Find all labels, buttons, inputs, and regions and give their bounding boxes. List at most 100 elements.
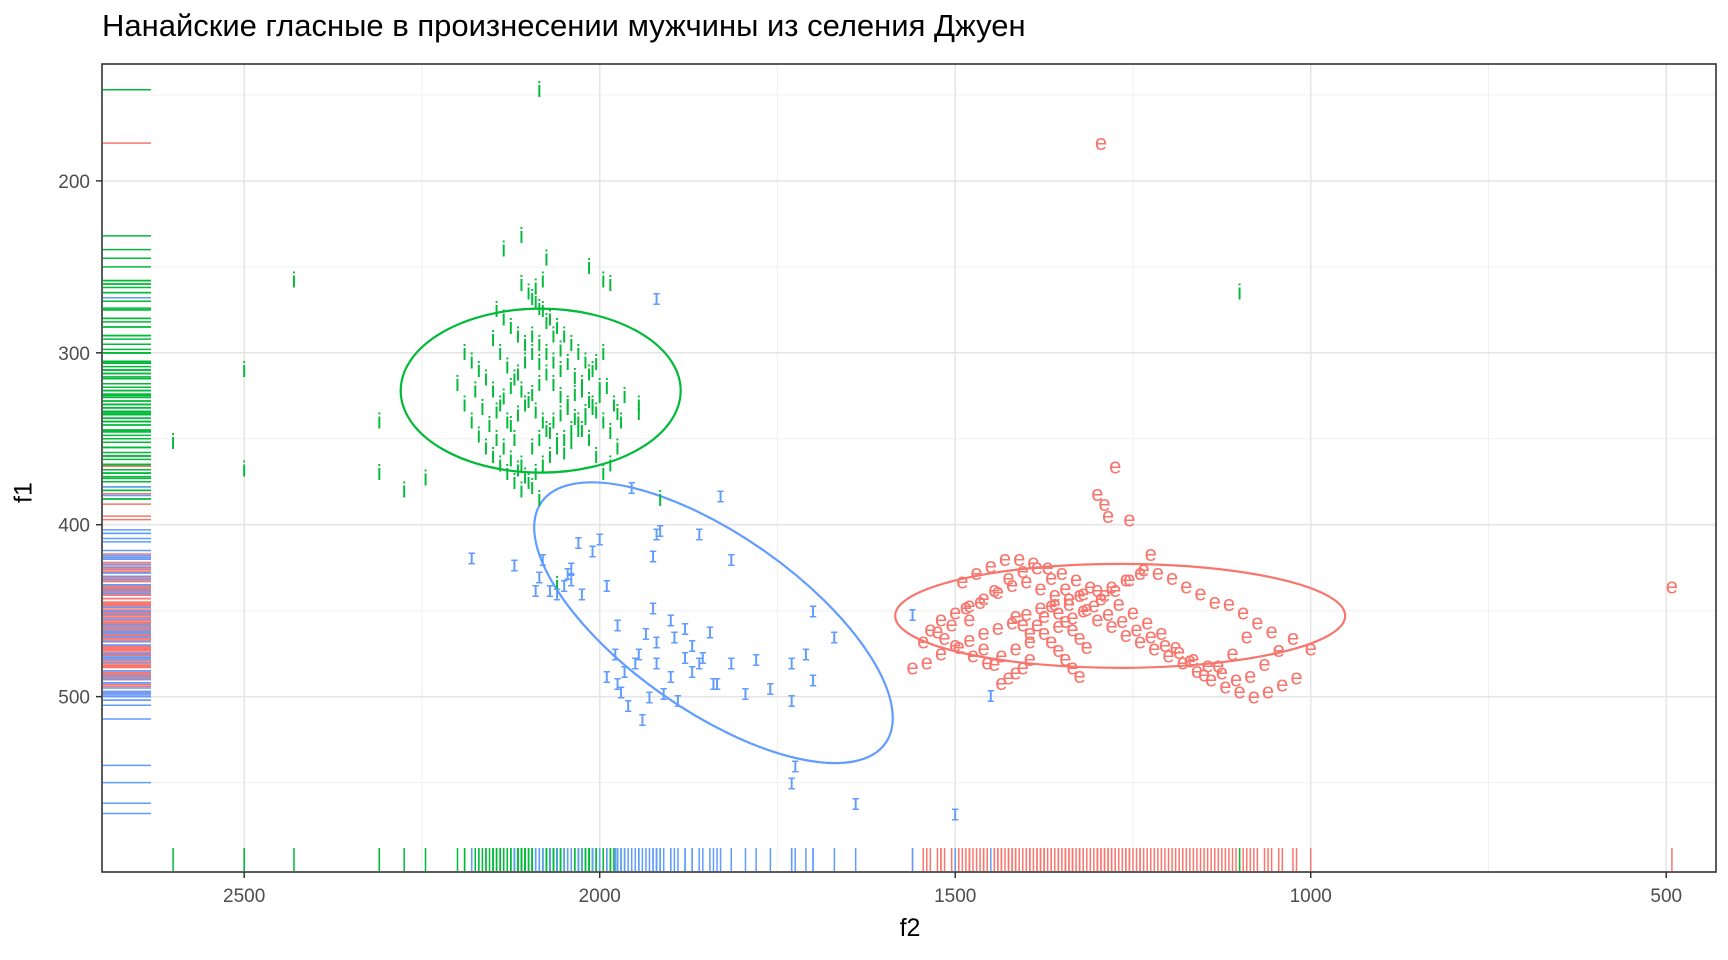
point-e: e	[1010, 636, 1022, 661]
x-axis-title: f2	[899, 914, 921, 942]
point-i: i	[501, 305, 506, 330]
point-ɪ: ɪ	[752, 646, 760, 671]
point-e: e	[1024, 629, 1036, 654]
point-i: i	[484, 434, 489, 459]
point-i: i	[533, 288, 538, 313]
point-i: i	[587, 426, 592, 451]
point-i: i	[530, 434, 535, 459]
point-ɪ: ɪ	[699, 644, 707, 669]
point-ɪ: ɪ	[717, 483, 725, 508]
point-i: i	[565, 391, 570, 416]
point-i: i	[562, 323, 567, 348]
point-e: e	[1212, 653, 1224, 678]
point-i: i	[555, 572, 560, 597]
point-e: e	[1166, 565, 1178, 590]
point-ɪ: ɪ	[688, 658, 696, 683]
point-e: e	[978, 620, 990, 645]
point-i: i	[1237, 280, 1242, 305]
point-e: e	[1052, 599, 1064, 624]
point-e: e	[1233, 678, 1245, 703]
point-ɪ: ɪ	[635, 641, 643, 666]
point-i: i	[508, 374, 513, 399]
point-e: e	[970, 560, 982, 585]
point-i: i	[487, 412, 492, 437]
point-i: i	[462, 391, 467, 416]
point-i: i	[569, 331, 574, 356]
point-ɪ: ɪ	[617, 678, 625, 703]
point-ɪ: ɪ	[660, 680, 668, 705]
point-i: i	[587, 388, 592, 413]
point-e: e	[1095, 586, 1107, 611]
point-e: e	[1145, 541, 1157, 566]
point-e: e	[1262, 678, 1274, 703]
point-e: e	[1070, 567, 1082, 592]
point-i: i	[551, 409, 556, 434]
point-i: i	[523, 391, 528, 416]
point-i: i	[537, 350, 542, 375]
point-i: i	[601, 460, 606, 485]
point-e: e	[999, 546, 1011, 571]
point-ɪ: ɪ	[695, 520, 703, 545]
point-ɪ: ɪ	[539, 546, 547, 571]
point-ɪ: ɪ	[589, 538, 597, 563]
point-e: e	[1002, 565, 1014, 590]
point-i: i	[519, 378, 524, 403]
point-e: e	[988, 651, 1000, 676]
point-e: e	[1027, 550, 1039, 575]
point-e: e	[1251, 610, 1263, 635]
point-i: i	[576, 417, 581, 442]
point-e: e	[1187, 646, 1199, 671]
point-i: i	[526, 469, 531, 494]
point-i: i	[505, 354, 510, 379]
point-i: i	[512, 469, 517, 494]
point-i: i	[540, 297, 545, 322]
point-i: i	[601, 268, 606, 293]
point-ɪ: ɪ	[560, 572, 568, 597]
point-ɪ: ɪ	[788, 770, 796, 795]
point-e: e	[1034, 575, 1046, 600]
point-i: i	[519, 271, 524, 296]
point-e: e	[1006, 610, 1018, 635]
point-ɪ: ɪ	[603, 663, 611, 688]
point-e: e	[1123, 507, 1135, 532]
point-e: e	[963, 593, 975, 618]
point-ɪ: ɪ	[809, 666, 817, 691]
point-e: e	[1265, 618, 1277, 643]
point-e: e	[1162, 642, 1174, 667]
point-e: e	[935, 606, 947, 631]
y-tick-label: 200	[58, 172, 90, 193]
point-e: e	[1031, 611, 1043, 636]
point-e: e	[1116, 608, 1128, 633]
point-e: e	[1102, 503, 1114, 528]
point-e: e	[1038, 620, 1050, 645]
point-i: i	[572, 405, 577, 430]
point-i: i	[579, 417, 584, 442]
point-i: i	[608, 271, 613, 296]
point-e: e	[1052, 613, 1064, 638]
point-e: e	[967, 642, 979, 667]
point-i: i	[544, 245, 549, 270]
point-i: i	[526, 280, 531, 305]
point-e: e	[1113, 591, 1125, 616]
point-i: i	[242, 357, 247, 382]
point-i: i	[476, 357, 481, 382]
point-e: e	[1066, 654, 1078, 679]
point-ɪ: ɪ	[706, 618, 714, 643]
point-i: i	[519, 452, 524, 477]
point-e: e	[1226, 641, 1238, 666]
point-i: i	[544, 309, 549, 334]
point-i: i	[594, 398, 599, 423]
point-e: e	[1287, 625, 1299, 650]
point-e: e	[924, 617, 936, 642]
point-i: i	[636, 391, 641, 416]
point-i: i	[533, 398, 538, 423]
point-e: e	[1127, 599, 1139, 624]
point-i: i	[171, 429, 176, 454]
point-e: e	[1194, 580, 1206, 605]
point-ɪ: ɪ	[653, 520, 661, 545]
point-e: e	[921, 649, 933, 674]
point-i: i	[515, 457, 520, 482]
point-ɪ: ɪ	[596, 525, 604, 550]
point-i: i	[476, 422, 481, 447]
point-i: i	[590, 391, 595, 416]
